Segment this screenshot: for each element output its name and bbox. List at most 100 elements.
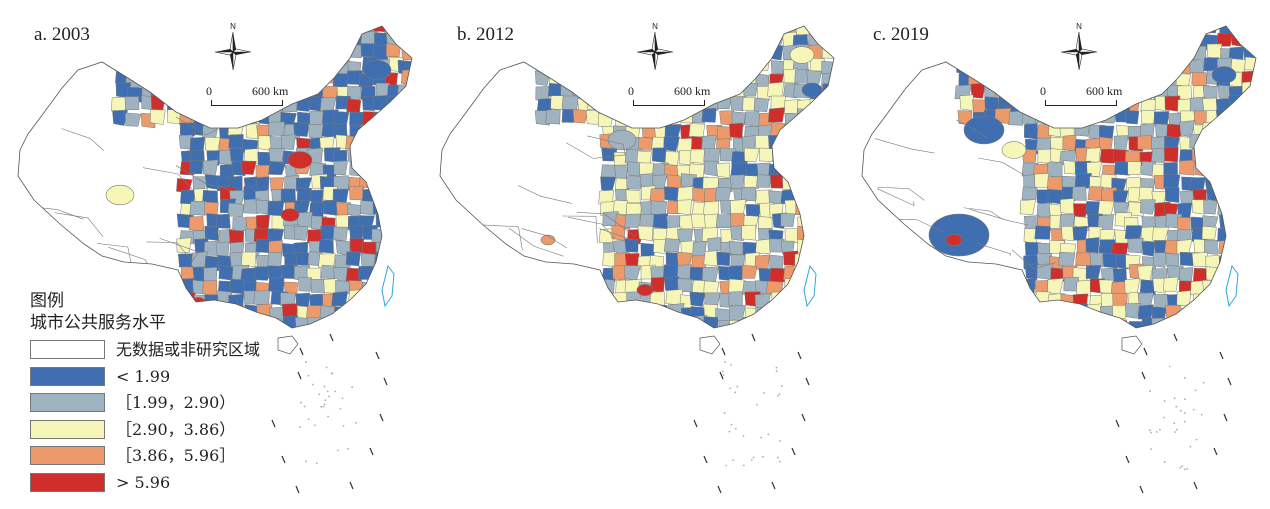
region-cell xyxy=(415,294,420,308)
region-cell xyxy=(728,291,743,308)
region-cell xyxy=(1111,47,1127,62)
region-cell xyxy=(1071,186,1087,201)
region-cell xyxy=(164,26,181,35)
island-dot xyxy=(721,370,724,373)
region-cell xyxy=(296,187,313,202)
province-boundary xyxy=(479,224,523,251)
region-cell xyxy=(796,331,809,346)
region-cell xyxy=(809,121,825,137)
region-cell xyxy=(1245,162,1256,178)
region-cell xyxy=(1099,45,1116,61)
highlight-region xyxy=(362,59,392,81)
region-cell xyxy=(1201,122,1217,138)
region-cell xyxy=(1203,239,1218,255)
region-cell xyxy=(1257,291,1264,306)
region-cell xyxy=(298,277,313,292)
region-cell xyxy=(162,68,179,86)
region-cell xyxy=(362,330,377,345)
region-cell xyxy=(981,26,999,33)
region-cell xyxy=(1127,161,1142,176)
region-cell xyxy=(349,318,365,328)
region-cell xyxy=(1141,109,1156,126)
region-cell xyxy=(270,29,288,45)
region-cell xyxy=(1243,306,1256,322)
region-cell xyxy=(768,107,785,123)
highlight-region xyxy=(945,234,963,246)
region-cell xyxy=(808,26,824,33)
region-cell xyxy=(215,213,231,229)
region-cell xyxy=(1098,136,1114,151)
region-cell xyxy=(389,164,405,179)
region-cell xyxy=(414,109,420,124)
island-dot xyxy=(750,459,753,461)
region-cell xyxy=(783,122,801,138)
region-cell xyxy=(741,58,758,73)
region-cell xyxy=(125,112,142,127)
region-cell xyxy=(177,26,194,32)
region-cell xyxy=(1204,173,1220,189)
region-cell xyxy=(1203,139,1219,153)
region-cell xyxy=(835,86,842,100)
region-cell xyxy=(1206,186,1222,202)
region-cell xyxy=(756,173,772,188)
island-dot xyxy=(778,393,781,395)
region-cell xyxy=(1253,238,1256,254)
region-cell xyxy=(1179,30,1196,48)
region-cell xyxy=(742,82,758,97)
region-cell xyxy=(836,269,842,282)
region-cell xyxy=(1231,319,1248,328)
highlight-region xyxy=(607,129,637,151)
island-dot xyxy=(723,412,726,414)
china-map-2003 xyxy=(17,25,420,494)
region-cell xyxy=(676,264,693,280)
boundary-dash xyxy=(1115,419,1120,428)
region-cell xyxy=(318,238,334,254)
region-cell xyxy=(1201,225,1217,240)
region-cell xyxy=(1166,44,1182,61)
region-cell xyxy=(651,332,666,347)
region-cell xyxy=(217,108,233,125)
region-cell xyxy=(1114,34,1131,50)
region-cell xyxy=(1220,186,1235,203)
region-cell xyxy=(332,188,349,203)
island-dot xyxy=(1155,431,1158,433)
region-cell xyxy=(295,26,311,36)
region-cell xyxy=(808,229,825,244)
region-cell xyxy=(1244,187,1256,204)
region-cell xyxy=(1113,135,1129,150)
region-cell xyxy=(410,280,412,296)
region-cell xyxy=(729,319,745,328)
boundary-dash xyxy=(329,333,334,342)
boundary-dash xyxy=(1139,485,1144,494)
island-dot xyxy=(1192,408,1195,411)
region-cell xyxy=(612,265,627,281)
region-cell xyxy=(400,229,412,245)
region-cell xyxy=(1034,26,1050,34)
province-boundary xyxy=(876,188,915,207)
panel-title: b. 2012 xyxy=(457,24,514,45)
region-cell xyxy=(415,148,420,163)
island-dot xyxy=(330,372,333,375)
region-cell xyxy=(345,135,362,150)
region-cell xyxy=(833,292,834,307)
region-cell xyxy=(796,161,811,177)
province-boundary xyxy=(599,228,631,242)
region-cell xyxy=(309,32,325,48)
island-dot xyxy=(351,386,354,389)
region-cell xyxy=(1259,70,1264,85)
legend-item-class1: < 1.99 xyxy=(30,366,280,388)
region-cell xyxy=(1139,330,1153,344)
region-cell xyxy=(193,45,211,61)
region-cell xyxy=(808,173,823,190)
region-cell xyxy=(821,164,834,178)
region-cell xyxy=(719,331,735,346)
region-cell xyxy=(808,200,825,215)
region-cell xyxy=(602,26,619,36)
region-cell xyxy=(675,68,693,85)
province-boundary xyxy=(877,186,925,201)
region-cell xyxy=(1141,26,1156,37)
region-cell xyxy=(836,138,842,154)
region-cell xyxy=(703,58,718,73)
region-cell xyxy=(732,26,749,36)
region-cell xyxy=(1255,332,1264,346)
